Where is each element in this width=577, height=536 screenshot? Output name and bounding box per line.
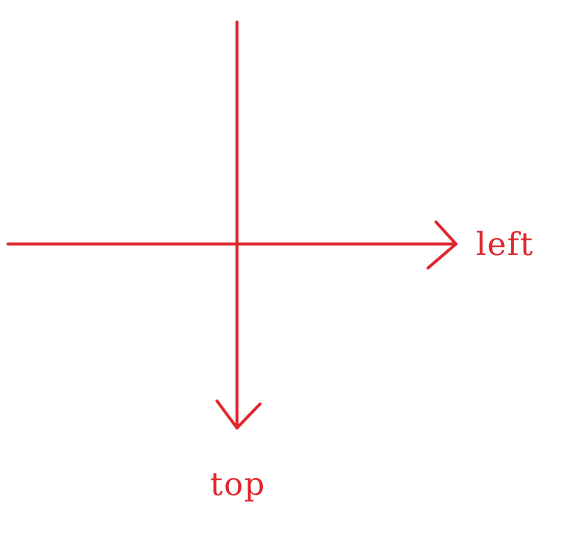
horizontal-arrow-head bbox=[426, 220, 458, 270]
vertical-arrow-head bbox=[215, 399, 262, 430]
horizontal-axis-label: left bbox=[476, 225, 534, 263]
vertical-axis-label: top bbox=[210, 465, 266, 503]
